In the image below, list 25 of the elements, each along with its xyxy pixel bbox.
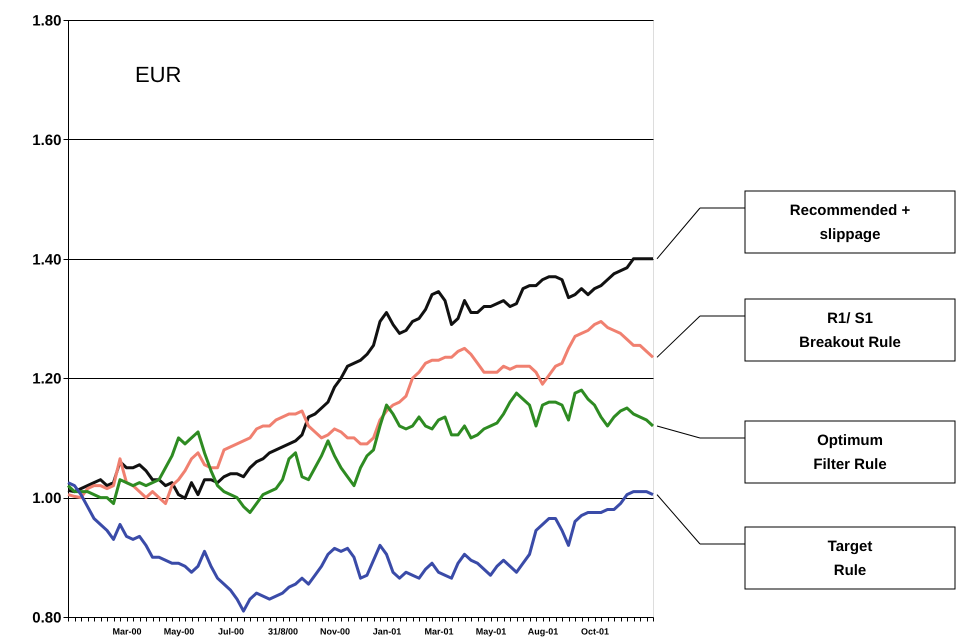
x-tick-label: Mar-00 [112, 626, 142, 636]
x-tick-label: 31/8/00 [268, 626, 298, 636]
y-tick-label: 1.00 [32, 490, 62, 508]
line-series [66, 388, 654, 514]
line-series [66, 257, 654, 500]
text: EUR [135, 62, 182, 87]
y-tick-label: 1.40 [32, 251, 62, 268]
x-tick-label: May-00 [164, 626, 194, 636]
text: R1/ S1 Breakout Rule [799, 310, 901, 351]
y-tick-label: 1.60 [32, 132, 62, 149]
line-series [66, 481, 654, 613]
y-tick-label: 0.80 [32, 610, 62, 626]
x-tick-label: Jan-01 [372, 626, 402, 636]
text: Optimum Filter Rule [813, 432, 887, 473]
y-tick-label: 1.20 [32, 370, 62, 388]
x-tick-label: Oct-01 [580, 626, 610, 636]
x-tick-label: Jul-00 [218, 626, 244, 636]
text: Recommended + slippage [790, 202, 910, 243]
y-tick-label: 1.80 [32, 12, 62, 30]
x-tick-label: Mar-01 [424, 626, 454, 636]
x-tick-label: May-01 [476, 626, 506, 636]
text: Target Rule [828, 538, 872, 579]
line-series [66, 320, 654, 506]
x-tick-label: Aug-01 [528, 626, 558, 636]
x-tick-label: Nov-00 [320, 626, 350, 636]
